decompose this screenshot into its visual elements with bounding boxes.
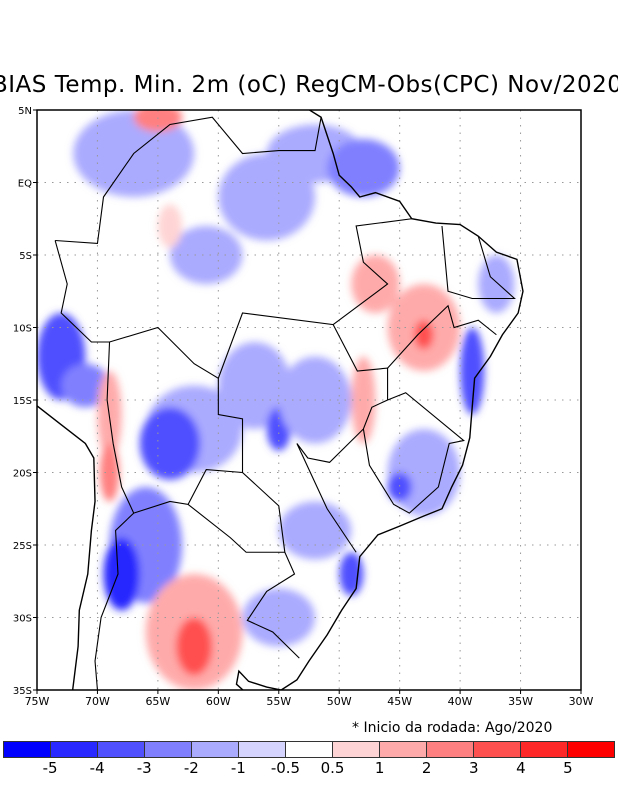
colorbar-swatch: [145, 742, 192, 757]
bias-region-minas-core: [387, 472, 412, 502]
state-border: [441, 225, 516, 300]
colorbar-swatch: [4, 742, 51, 757]
lat-tick-label: 15S: [13, 396, 32, 407]
lon-tick-label: 60W: [206, 695, 231, 708]
state-border: [362, 392, 465, 514]
colorbar-label: 3: [468, 759, 479, 777]
state-border: [54, 240, 300, 659]
bias-region-pantanal: [218, 342, 291, 429]
colorbar-swatch: [286, 742, 333, 757]
bias-region-parana: [278, 501, 352, 560]
bias-region-rio-grande-sul: [242, 588, 316, 647]
bias-region-west-amazon: [169, 226, 243, 284]
lon-tick-label: 50W: [327, 695, 352, 708]
bias-region-bahia-coast: [460, 327, 485, 415]
state-border: [187, 503, 285, 553]
colorbar-label: -4: [89, 759, 105, 777]
colorbar-label: -2: [183, 759, 199, 777]
colorbar-swatch: [51, 742, 98, 757]
bias-region-tocantins: [351, 356, 376, 444]
map-frame: [36, 109, 582, 691]
bias-region-maranhao: [351, 255, 400, 313]
lat-tick-label: 35S: [13, 686, 32, 697]
colorbar-label: 5: [563, 759, 573, 777]
bias-region-piaui-core: [414, 320, 434, 350]
colorbar-label: -0.5: [270, 759, 301, 777]
lat-tick-label: 20S: [13, 469, 32, 480]
state-border: [332, 218, 412, 326]
bias-region-andes-south: [99, 443, 120, 502]
colorbar-swatch: [192, 742, 239, 757]
colorbar-label: -3: [136, 759, 152, 777]
lon-tick-label: 70W: [85, 695, 110, 708]
colorbar-label: -1: [230, 759, 246, 777]
lat-tick-label: 10S: [13, 324, 32, 335]
colorbar-swatch: [239, 742, 286, 757]
colorbar-swatch: [333, 742, 380, 757]
map-title: BIAS Temp. Min. 2m (oC) RegCM-Obs(CPC) N…: [0, 72, 618, 98]
colorbar-label: 2: [421, 759, 432, 777]
run-start-note: * Inicio da rodada: Ago/2020: [352, 720, 553, 736]
lat-tick-label: 5N: [18, 106, 32, 117]
lon-tick-label: 35W: [508, 695, 533, 708]
lon-axis: 75W 70W 65W 60W 55W 50W 45W 40W 35W 30W: [25, 695, 594, 708]
bias-region-bolivia-core: [139, 407, 201, 480]
bias-region-marajo: [327, 139, 400, 197]
bias-region-ne-coast: [478, 255, 515, 313]
lat-axis: 5N EQ 5S 10S 15S 20S 25S 30S 35S: [13, 106, 32, 697]
colorbar-swatch: [474, 742, 521, 757]
colorbar-label: 4: [516, 759, 526, 777]
bias-field: [37, 110, 581, 690]
colorbar-label: 1: [374, 759, 385, 777]
bias-region-central-amazon: [218, 153, 316, 241]
state-border: [387, 304, 497, 369]
west-coastline: [37, 404, 96, 690]
colorbar: [3, 741, 615, 758]
colorbar-swatch: [427, 742, 474, 757]
lat-tick-label: 25S: [13, 541, 32, 552]
bias-region-santa-catarina: [339, 552, 364, 596]
lon-tick-label: 65W: [145, 695, 170, 708]
bias-region-venezuela: [133, 110, 183, 132]
colorbar-label: -5: [42, 759, 58, 777]
colorbar-swatch: [521, 742, 568, 757]
colorbar-swatch: [380, 742, 427, 757]
lon-tick-label: 45W: [387, 695, 412, 708]
colorbar-label: 0.5: [320, 759, 345, 777]
coastline: [235, 110, 524, 690]
colorbar-swatch: [568, 742, 614, 757]
bias-region-n-argentina-core: [103, 537, 140, 611]
bias-region-amazon-red: [157, 204, 183, 248]
bias-region-pampas-core: [176, 617, 213, 676]
lon-tick-label: 55W: [266, 695, 291, 708]
lon-tick-label: 75W: [25, 695, 50, 708]
country-borders: [55, 116, 322, 244]
lat-tick-label: EQ: [18, 179, 32, 190]
lon-tick-label: 40W: [448, 695, 473, 708]
lat-tick-label: 30S: [13, 614, 32, 625]
colorbar-swatch: [98, 742, 145, 757]
lat-tick-label: 5S: [19, 251, 32, 262]
state-border: [94, 512, 135, 690]
lon-tick-label: 30W: [569, 695, 594, 708]
